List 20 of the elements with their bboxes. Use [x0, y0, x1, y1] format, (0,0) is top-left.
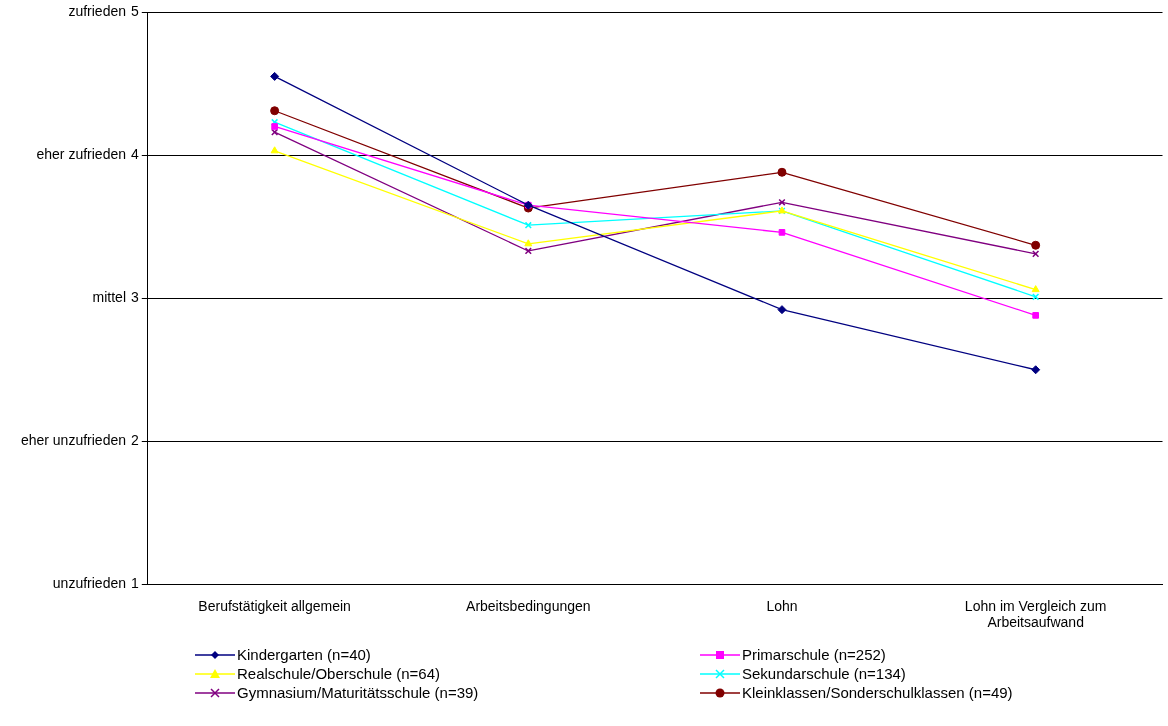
x-tick-label: Lohn [766, 597, 798, 614]
x-tick-label: Berufstätigkeit allgemein [198, 597, 351, 614]
legend-label: Realschule/Oberschule (n=64) [237, 664, 441, 683]
text: mittel [92, 289, 126, 306]
legend-label: Kleinklassen/Sonderschulklassen (n=49) [742, 683, 1013, 702]
x-tick-label: Lohn im Vergleich zum Arbeitsaufwand [964, 597, 1107, 631]
y-tick-label: 1 [130, 575, 139, 592]
text: zufrieden [68, 2, 126, 19]
y-tick-label: 4 [130, 145, 139, 162]
text: eher unzufrieden [20, 432, 126, 449]
y-tick-label: 3 [130, 289, 139, 306]
legend-label: Sekundarschule (n=134) [742, 664, 906, 683]
text: eher zufrieden [36, 145, 126, 162]
legend-label: Kindergarten (n=40) [237, 645, 371, 664]
y-tick-label: 2 [130, 432, 139, 449]
x-tick-label: Arbeitsbedingungen [466, 597, 591, 614]
text: unzufrieden [52, 575, 126, 592]
legend-label: Primarschule (n=252) [742, 645, 886, 664]
y-tick-label: 5 [130, 2, 139, 19]
legend-label: Gymnasium/Maturitätsschule (n=39) [237, 683, 479, 702]
